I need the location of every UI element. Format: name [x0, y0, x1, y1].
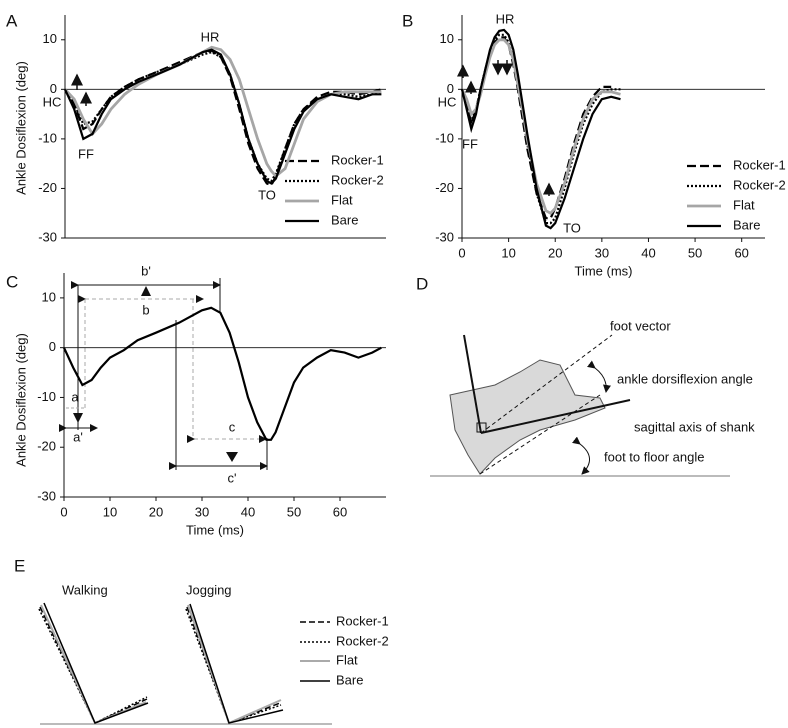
annotation: a'	[73, 429, 83, 444]
series-line	[63, 306, 382, 441]
annotation: FF	[78, 146, 94, 161]
stick	[43, 602, 149, 724]
y-tick-label: 10	[440, 31, 454, 46]
arrow	[226, 452, 238, 462]
right-angle	[476, 422, 487, 433]
legend-label: Bare	[733, 217, 760, 232]
x-tick-label: 20	[149, 504, 163, 519]
y-tick-label: 0	[49, 339, 56, 354]
annotation: b	[142, 302, 149, 317]
stick	[187, 604, 282, 725]
y-tick-label: 10	[42, 289, 56, 304]
panel-label: C	[6, 272, 18, 291]
stick	[189, 603, 284, 724]
stick	[39, 606, 148, 724]
annotation: ankle dorsiflexion angle	[617, 371, 753, 386]
shank-axis	[463, 334, 482, 434]
legend-label: Bare	[336, 672, 363, 687]
y-tick-label: -10	[435, 130, 454, 145]
legend-label: Flat	[336, 652, 358, 667]
legend-label: Flat	[331, 192, 353, 207]
panel-label: E	[14, 556, 25, 575]
panel-label: A	[6, 11, 18, 30]
y-tick-label: 0	[447, 81, 454, 96]
annotation: TO	[258, 187, 276, 202]
y-tick-label: -30	[37, 488, 56, 503]
legend-label: Rocker-1	[733, 157, 786, 172]
arrow	[141, 286, 151, 296]
y-tick-label: -10	[37, 389, 56, 404]
annotation: HC	[438, 94, 457, 109]
panel-d: D foot vector ankle dorsiflexion angle s…	[416, 274, 755, 477]
x-tick-label: 10	[501, 245, 515, 260]
legend-label: Rocker-2	[331, 172, 384, 187]
legend-label: Bare	[331, 212, 358, 227]
angle-arrow	[587, 360, 611, 393]
panel-subtitle: Jogging	[186, 582, 232, 597]
series-line	[460, 28, 621, 230]
series-line	[64, 48, 382, 185]
y-tick-label: -30	[38, 229, 57, 244]
y-tick-label: 0	[50, 81, 57, 96]
annotation: sagittal axis of shank	[634, 419, 755, 434]
y-tick-label: -30	[435, 229, 454, 244]
x-tick-label: 60	[333, 504, 347, 519]
x-axis-label: Time (ms)	[574, 263, 632, 278]
arrow	[73, 413, 83, 423]
panel-label: B	[402, 11, 413, 30]
annotation: c	[229, 419, 236, 434]
x-axis-label: Time (ms)	[186, 522, 244, 537]
stick	[186, 606, 281, 724]
panel-label: D	[416, 274, 428, 293]
x-tick-label: 40	[241, 504, 255, 519]
sagittal-axis	[480, 399, 631, 434]
legend-label: Rocker-1	[336, 613, 389, 628]
y-tick-label: -10	[38, 130, 57, 145]
annotation: b'	[141, 263, 151, 278]
stick	[40, 604, 147, 725]
y-tick-label: -20	[38, 180, 57, 195]
foot-line	[479, 394, 601, 475]
y-axis-label: Ankle Dosiflexion (deg)	[13, 333, 28, 467]
x-tick-label: 10	[103, 504, 117, 519]
x-tick-label: 20	[548, 245, 562, 260]
annotation: c'	[228, 470, 237, 485]
legend-label: Rocker-2	[733, 177, 786, 192]
y-tick-label: -20	[37, 439, 56, 454]
interval-brackets	[59, 278, 268, 470]
x-tick-label: 30	[195, 504, 209, 519]
series-line	[63, 45, 382, 179]
event-arrows	[71, 60, 555, 196]
angle-arrow	[572, 436, 590, 475]
y-tick-label: 10	[43, 31, 57, 46]
panel-e: E Walking Jogging Rocker-1 Rocker-2 Flat…	[14, 556, 389, 725]
x-tick-label: 60	[734, 245, 748, 260]
y-tick-label: -20	[435, 180, 454, 195]
legend-label: Rocker-1	[331, 152, 384, 167]
legend-label: Flat	[733, 197, 755, 212]
annotation: a	[71, 389, 79, 404]
annotation: HR	[201, 29, 220, 44]
x-tick-label: 0	[60, 504, 67, 519]
foot-shape	[449, 359, 606, 475]
y-axis-label: Ankle Dosiflexion (deg)	[13, 61, 28, 195]
x-tick-label: 50	[287, 504, 301, 519]
x-tick-label: 40	[641, 245, 655, 260]
legend-label: Rocker-2	[336, 633, 389, 648]
x-tick-label: 50	[688, 245, 702, 260]
series-line	[64, 49, 382, 187]
annotation: HR	[496, 11, 515, 26]
annotation: TO	[563, 220, 581, 235]
annotation: foot to floor angle	[604, 449, 704, 464]
panel-subtitle: Walking	[62, 582, 108, 597]
annotation: FF	[462, 136, 478, 151]
foot-vector	[480, 334, 613, 434]
annotation: HC	[43, 94, 62, 109]
x-tick-label: 30	[595, 245, 609, 260]
x-tick-label: 0	[458, 245, 465, 260]
annotation: foot vector	[610, 318, 671, 333]
stick	[38, 608, 148, 725]
